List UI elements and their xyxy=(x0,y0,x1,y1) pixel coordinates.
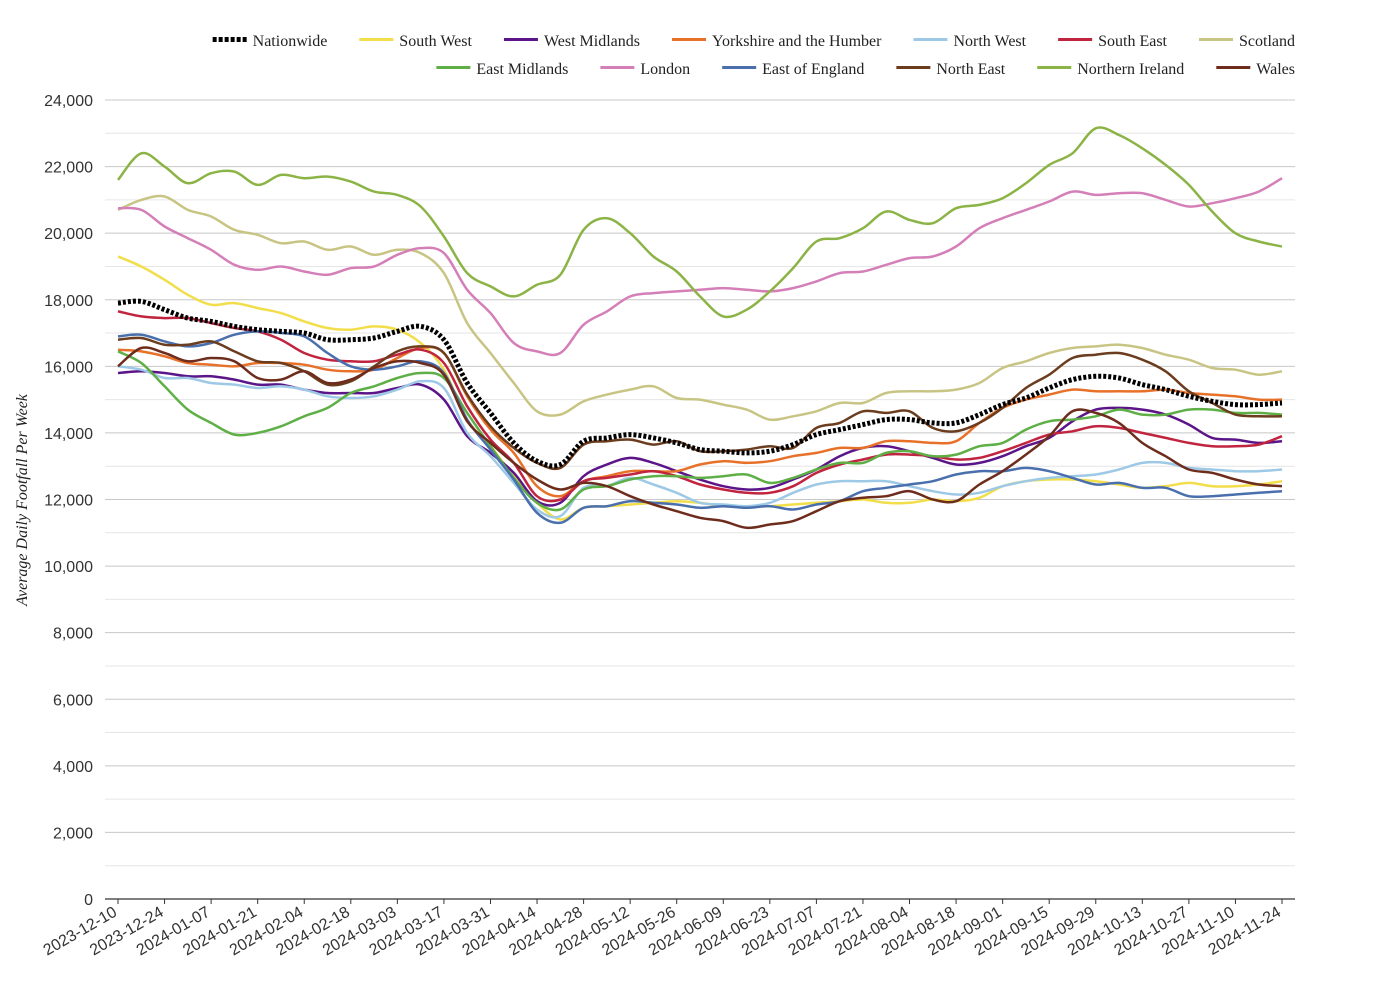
y-tick-label: 18,000 xyxy=(44,293,93,310)
legend-label: East Midlands xyxy=(476,61,568,78)
legend-label: Scotland xyxy=(1239,33,1295,50)
series-line-nationwide xyxy=(117,298,1283,469)
series-line-north-east xyxy=(117,336,1283,471)
legend-label: North West xyxy=(953,33,1026,50)
y-axis: 0 2,000 4,000 6,000 8,000 10,000 12,000 14,000 1… xyxy=(44,93,93,909)
legend-label: South East xyxy=(1098,33,1167,50)
series-line-yorkshire-and-the-humber xyxy=(117,345,1283,498)
legend-label: South West xyxy=(399,33,472,50)
legend-label: North East xyxy=(936,61,1005,78)
series-line-wales xyxy=(117,346,1283,530)
legend-item-nationwide: Nationwide xyxy=(212,33,328,50)
legend-label: Northern Ireland xyxy=(1077,61,1184,78)
x-axis: 2023-12-102023-12-242024-01-072024-01-21… xyxy=(41,898,1295,959)
series-line-north-west xyxy=(117,365,1283,519)
legend-label: Wales xyxy=(1256,61,1295,78)
legend-label: Nationwide xyxy=(253,33,328,50)
legend-item-yorkshire-and-the-humber: Yorkshire and the Humber xyxy=(672,33,882,50)
y-tick-label: 12,000 xyxy=(44,493,93,510)
legend-item-south-west: South West xyxy=(359,33,473,50)
legend-label: East of England xyxy=(762,61,864,78)
legend-item-east-midlands: East Midlands xyxy=(436,61,568,78)
y-tick-label: 0 xyxy=(84,892,93,909)
y-tick-label: 22,000 xyxy=(44,160,93,177)
legend-label: Yorkshire and the Humber xyxy=(712,33,882,50)
legend-item-south-east: South East xyxy=(1058,33,1168,50)
series-line-northern-ireland xyxy=(117,126,1283,319)
legend-item-north-west: North West xyxy=(913,33,1027,50)
y-tick-label: 24,000 xyxy=(44,93,93,110)
gridlines xyxy=(105,99,1295,900)
y-tick-label: 20,000 xyxy=(44,226,93,243)
legend-item-east-of-england: East of England xyxy=(722,61,864,78)
legend-item-north-east: North East xyxy=(896,61,1006,78)
series-line-london xyxy=(117,177,1283,357)
series-line-east-of-england xyxy=(117,330,1283,525)
legend-item-london: London xyxy=(600,61,690,78)
y-tick-label: 6,000 xyxy=(53,692,93,709)
series-line-south-east xyxy=(117,310,1283,503)
y-tick-label: 4,000 xyxy=(53,759,93,776)
y-tick-label: 8,000 xyxy=(53,626,93,643)
legend-item-scotland: Scotland xyxy=(1199,33,1295,50)
series-line-scotland xyxy=(117,194,1283,422)
legend-item-west-midlands: West Midlands xyxy=(503,33,640,50)
series-lines xyxy=(117,126,1283,530)
y-tick-label: 16,000 xyxy=(44,359,93,376)
y-tick-label: 14,000 xyxy=(44,426,93,443)
legend-label: London xyxy=(640,61,690,78)
legend-label: West Midlands xyxy=(544,33,640,50)
y-tick-label: 2,000 xyxy=(53,825,93,842)
y-tick-label: 10,000 xyxy=(44,559,93,576)
legend-item-northern-ireland: Northern Ireland xyxy=(1037,61,1184,78)
legend-item-wales: Wales xyxy=(1216,61,1295,78)
series-line-east-midlands xyxy=(117,350,1283,512)
legend: Nationwide South West West Midlands Yorkshi… xyxy=(212,33,1295,78)
y-axis-label: Average Daily Footfall Per Week xyxy=(14,393,31,607)
